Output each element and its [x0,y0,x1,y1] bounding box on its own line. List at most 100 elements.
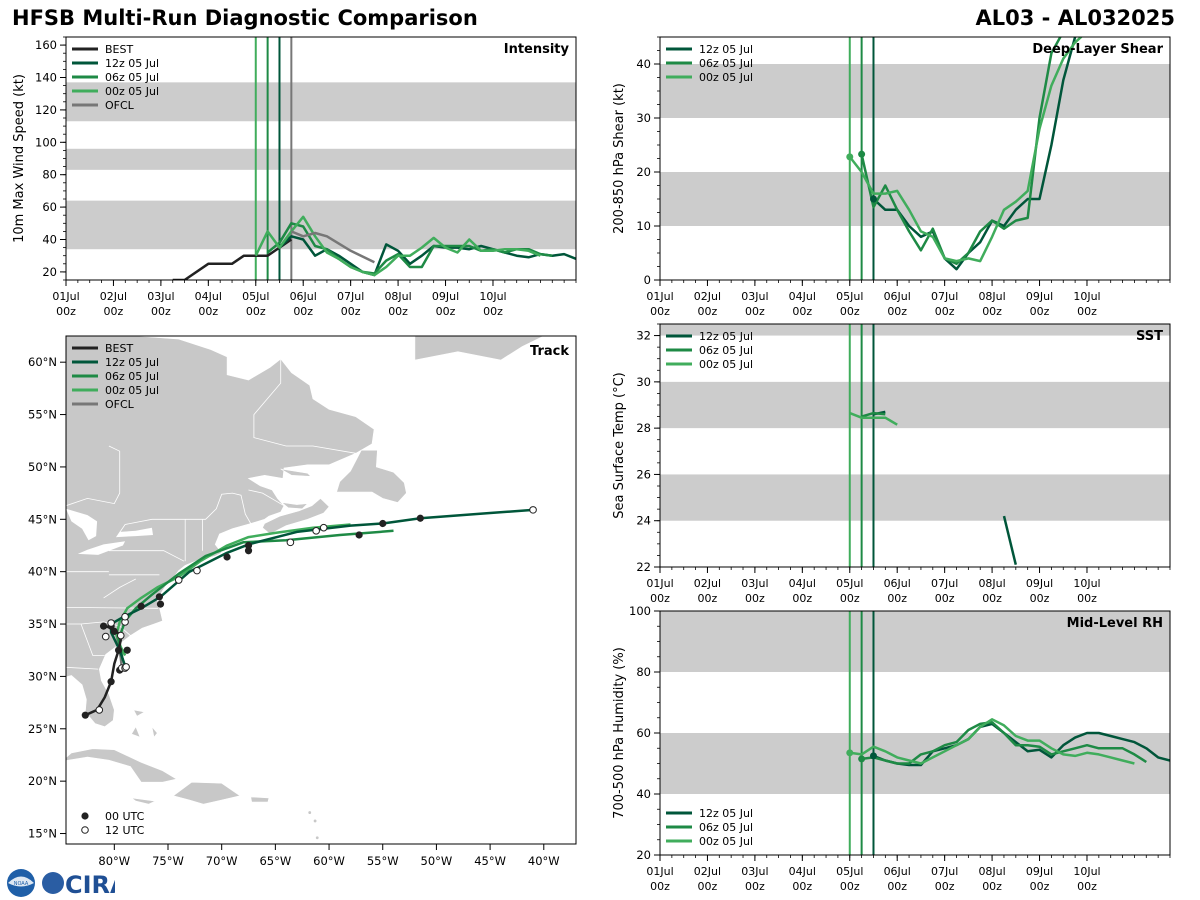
rh-marker-r12 [869,752,877,760]
shear-xtick-date: 05Jul [836,290,863,303]
track-point-12utc [319,523,328,532]
sst-ytick-label: 32 [636,329,651,343]
shear-xtick-hour: 00z [792,305,812,318]
intensity-xtick-date: 09Jul [432,290,459,303]
sst-series-r12-1 [1002,515,1018,565]
track-point-00utc [137,602,145,610]
shear-band-1 [660,64,1170,118]
track-legend-label: 12z 05 Jul [105,356,159,369]
sst-xtick-hour: 00z [698,592,718,605]
sst-xtick-date: 02Jul [694,577,721,590]
intensity-plot-area [66,37,576,280]
intensity-title: Intensity [504,42,570,57]
intensity-legend-label: OFCL [105,99,135,112]
shear-xtick-hour: 00z [840,305,860,318]
sst-xtick-hour: 00z [1030,592,1050,605]
rh-xtick-date: 05Jul [836,865,863,878]
intensity-xtick-hour: 00z [388,305,408,318]
cira-globe-icon [42,872,64,894]
track-ytick-label: 30°N [28,669,57,683]
land-bahamas-2 [131,726,141,738]
sst-ytick-label: 22 [636,560,651,574]
rh-ytick-label: 80 [636,665,651,679]
track-point-00utc [156,600,165,608]
sst-xtick-hour: 00z [840,592,860,605]
shear-xtick-date: 04Jul [789,290,816,303]
rh-legend-label: 00z 05 Jul [699,835,753,848]
lake-superior-edge [61,498,65,508]
sst-legend-label: 06z 05 Jul [699,344,753,357]
track-ytick-label: 60°N [28,355,57,369]
shear-marker-r06 [858,150,866,158]
intensity-ytick-label: 60 [42,200,57,214]
track-ytick-label: 40°N [28,565,57,579]
intensity-legend-label: BEST [105,43,133,56]
land-greenland [414,336,544,361]
intensity-series-ofcl-4 [290,230,375,264]
intensity-xtick-hour: 00z [198,305,218,318]
track-point-12utc [122,663,130,671]
track-point-12utc [107,619,115,627]
track-legend-label: OFCL [105,398,135,411]
rh-xtick-hour: 00z [745,880,765,893]
sst-xtick-date: 05Jul [836,577,863,590]
sst-ylabel: Sea Surface Temp (°C) [612,372,627,519]
rh-xtick-hour: 00z [887,880,907,893]
shear-xtick-hour: 00z [982,305,1002,318]
intensity-xtick-date: 08Jul [384,290,411,303]
border-ny-pa [108,550,185,562]
rh-ytick-label: 60 [636,726,651,740]
shear-xtick-date: 08Jul [978,290,1005,303]
border-qc-labrador [253,359,356,454]
intensity-xtick-date: 02Jul [100,290,127,303]
rh-band-0 [660,733,1170,794]
track-legend-00utc-label: 00 UTC [105,810,145,823]
track-ytick-label: 25°N [28,722,57,736]
land-puerto-rico [250,796,270,803]
lake-ontario [116,527,153,538]
intensity-band-0 [66,200,576,250]
intensity-ytick-label: 20 [42,265,57,279]
intensity-xtick-hour: 00z [293,305,313,318]
rh-series-r06-1 [861,721,1147,765]
rh-xtick-date: 07Jul [931,865,958,878]
panel-intensity: 20 40 60 80 100 120 140 160 01Jul 00z 02Jul 00z 03Ju… [12,36,577,318]
track-point-00utc [223,553,231,561]
shear-ytick-label: 0 [644,273,651,287]
track-legend-00utc-marker [81,812,89,820]
rh-marker-r06 [858,755,866,763]
track-xtick-label: 65°W [259,854,291,868]
intensity-ytick-label: 40 [42,233,57,247]
track-map-area [61,336,544,844]
rh-xtick-hour: 00z [982,880,1002,893]
track-point-00utc [244,541,253,550]
track-point-12utc [101,632,110,641]
panel-track: 80°W 75°W 70°W 65°W 60°W 55°W 50°W 45°W 40°W 15°N… [28,335,577,868]
sst-xtick-hour: 00z [745,592,765,605]
land-north-america [66,336,375,728]
intensity-ytick-label: 80 [42,168,57,182]
border-on-qc [66,445,121,507]
track-legend-12utc-marker [81,826,89,834]
rh-xtick-date: 09Jul [1026,865,1053,878]
intensity-band-2 [66,82,576,122]
land-bahamas-3 [151,725,158,738]
sst-xtick-date: 01Jul [646,577,673,590]
track-legend-label: 06z 05 Jul [105,370,159,383]
sst-xtick-hour: 00z [935,592,955,605]
sst-band-1 [660,381,1170,429]
track-point-12utc [174,576,183,584]
rh-xtick-date: 04Jul [789,865,816,878]
rh-xtick-hour: 00z [650,880,670,893]
shear-band-0 [660,172,1170,226]
rh-xtick-date: 10Jul [1073,865,1100,878]
track-xtick-label: 40°W [528,854,560,868]
panel-shear: 0 10 20 30 40 01Jul 00z 02Jul 00z 03Jul 00z 04Jul 00… [612,36,1171,318]
cira-logo-text: CIRA [65,871,115,899]
land-antilles-2 [315,836,319,840]
intensity-legend-label: 12z 05 Jul [105,57,159,70]
track-ytick-label: 50°N [28,460,57,474]
rh-band-1 [660,611,1170,672]
shear-xtick-hour: 00z [745,305,765,318]
